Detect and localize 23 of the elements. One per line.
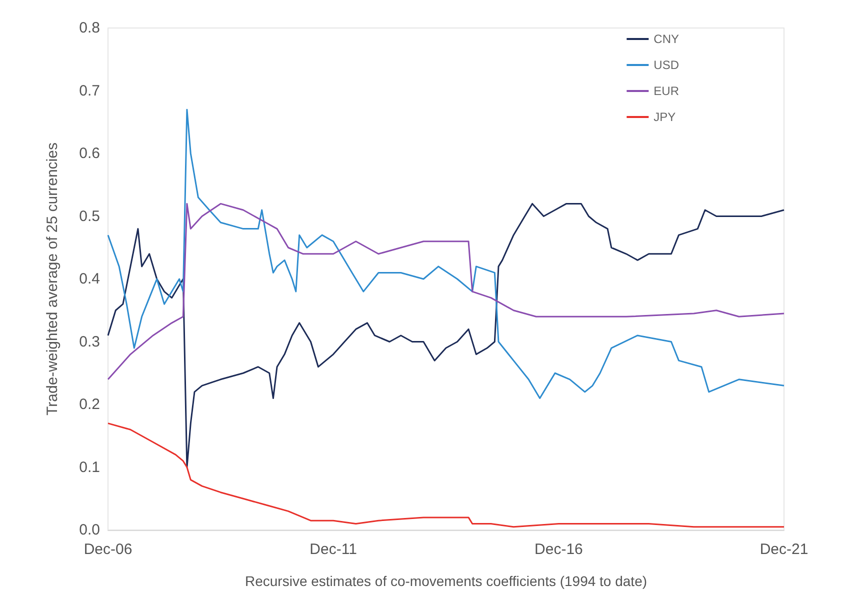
y-tick-label: 0.6 (79, 145, 100, 162)
legend-label: EUR (654, 84, 680, 98)
legend-label: JPY (654, 110, 676, 124)
line-series (107, 422, 785, 528)
y-tick-label: 0.7 (79, 82, 100, 100)
x-axis-title: Recursive estimates of co-movements coefficients (1994 to date) (244, 573, 648, 589)
y-tick-label: 0.5 (79, 208, 100, 225)
y-tick-label: 0.4 (79, 270, 100, 288)
x-tick-label: Dec-06 (84, 541, 132, 558)
y-tick-label: 0.2 (79, 396, 100, 413)
y-tick-label: 0.8 (79, 20, 100, 36)
x-tick-label: Dec-11 (310, 541, 357, 558)
x-tick-label: Dec-21 (760, 541, 808, 558)
legend-label: CNY (654, 32, 680, 46)
y-axis-title: Trade-weighted average of 25 currencies (44, 142, 61, 416)
y-tick-label: 0.0 (79, 522, 100, 538)
legend-label: USD (654, 58, 680, 72)
y-tick-label: 0.1 (79, 458, 100, 476)
line-series (107, 202, 785, 380)
line-series (107, 108, 785, 399)
x-tick-label: Dec-16 (534, 541, 583, 558)
line-series (107, 202, 785, 468)
y-tick-label: 0.3 (79, 333, 100, 350)
